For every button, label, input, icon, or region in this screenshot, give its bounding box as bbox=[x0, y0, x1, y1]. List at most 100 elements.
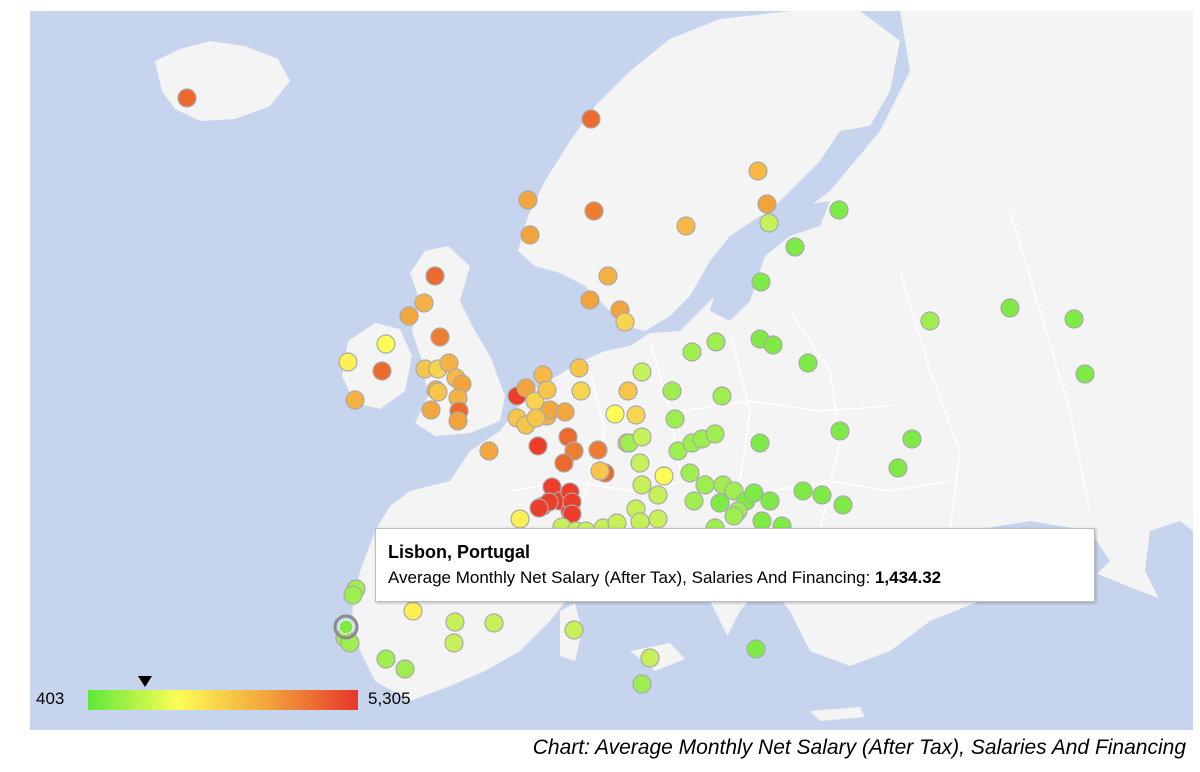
tooltip-series-label: Average Monthly Net Salary (After Tax), … bbox=[388, 568, 871, 587]
city-marker[interactable] bbox=[444, 633, 464, 653]
city-marker[interactable] bbox=[695, 475, 715, 495]
city-marker[interactable] bbox=[654, 466, 674, 486]
city-marker[interactable] bbox=[516, 378, 536, 398]
city-marker[interactable] bbox=[888, 458, 908, 478]
city-marker[interactable] bbox=[518, 190, 538, 210]
city-marker[interactable] bbox=[414, 293, 434, 313]
city-marker[interactable] bbox=[372, 361, 392, 381]
city-marker[interactable] bbox=[682, 342, 702, 362]
city-marker[interactable] bbox=[724, 506, 744, 526]
city-marker[interactable] bbox=[510, 509, 530, 529]
city-marker[interactable] bbox=[421, 400, 441, 420]
legend-max-label: 5,305 bbox=[368, 689, 411, 708]
city-marker[interactable] bbox=[705, 424, 725, 444]
city-marker[interactable] bbox=[581, 109, 601, 129]
city-marker[interactable] bbox=[479, 441, 499, 461]
city-marker[interactable] bbox=[428, 382, 448, 402]
city-marker[interactable] bbox=[537, 380, 557, 400]
city-marker[interactable] bbox=[338, 352, 358, 372]
city-marker[interactable] bbox=[640, 648, 660, 668]
city-marker[interactable] bbox=[632, 475, 652, 495]
city-marker[interactable] bbox=[376, 334, 396, 354]
city-marker[interactable] bbox=[793, 481, 813, 501]
city-marker[interactable] bbox=[632, 674, 652, 694]
city-marker[interactable] bbox=[710, 493, 730, 513]
city-marker[interactable] bbox=[785, 237, 805, 257]
city-marker[interactable] bbox=[343, 585, 363, 605]
city-marker[interactable] bbox=[712, 386, 732, 406]
city-marker[interactable] bbox=[399, 306, 419, 326]
city-marker[interactable] bbox=[763, 335, 783, 355]
tooltip-title: Lisbon, Portugal bbox=[388, 542, 530, 562]
city-marker[interactable] bbox=[430, 327, 450, 347]
city-marker[interactable] bbox=[1075, 364, 1095, 384]
city-marker[interactable] bbox=[618, 381, 638, 401]
city-marker[interactable] bbox=[376, 649, 396, 669]
city-marker[interactable] bbox=[564, 620, 584, 640]
scandinavia-landmass bbox=[518, 11, 900, 331]
color-legend: 403 5,305 bbox=[0, 676, 440, 716]
city-marker[interactable] bbox=[648, 509, 668, 529]
city-marker[interactable] bbox=[1064, 309, 1084, 329]
city-marker[interactable] bbox=[554, 453, 574, 473]
city-marker[interactable] bbox=[590, 461, 610, 481]
city-marker[interactable] bbox=[395, 659, 415, 679]
city-marker[interactable] bbox=[448, 411, 468, 431]
city-marker[interactable] bbox=[605, 404, 625, 424]
city-marker[interactable] bbox=[830, 421, 850, 441]
chart-caption: Chart: Average Monthly Net Salary (After… bbox=[532, 736, 1186, 759]
city-marker[interactable] bbox=[751, 272, 771, 292]
city-marker[interactable] bbox=[425, 266, 445, 286]
city-marker[interactable] bbox=[445, 612, 465, 632]
city-marker[interactable] bbox=[902, 429, 922, 449]
map-svg[interactable] bbox=[30, 11, 1193, 730]
city-marker[interactable] bbox=[520, 225, 540, 245]
city-marker[interactable] bbox=[526, 408, 546, 428]
city-marker[interactable] bbox=[569, 358, 589, 378]
city-marker[interactable] bbox=[632, 427, 652, 447]
tooltip-value: 1,434.32 bbox=[874, 568, 942, 587]
city-marker[interactable] bbox=[662, 381, 682, 401]
city-marker[interactable] bbox=[759, 213, 779, 233]
city-marker[interactable] bbox=[345, 390, 365, 410]
city-marker[interactable] bbox=[528, 436, 548, 456]
city-marker[interactable] bbox=[177, 88, 197, 108]
city-marker[interactable] bbox=[750, 433, 770, 453]
caspian-sea bbox=[1145, 521, 1193, 611]
city-marker[interactable] bbox=[920, 311, 940, 331]
city-marker[interactable] bbox=[584, 201, 604, 221]
city-marker[interactable] bbox=[680, 463, 700, 483]
city-marker[interactable] bbox=[626, 405, 646, 425]
city-marker[interactable] bbox=[665, 409, 685, 429]
city-marker[interactable] bbox=[757, 194, 777, 214]
city-marker[interactable] bbox=[829, 200, 849, 220]
city-marker[interactable] bbox=[833, 495, 853, 515]
city-marker[interactable] bbox=[571, 381, 591, 401]
city-marker[interactable] bbox=[555, 402, 575, 422]
city-marker[interactable] bbox=[760, 491, 780, 511]
legend-value-marker bbox=[137, 676, 152, 687]
city-marker[interactable] bbox=[615, 312, 635, 332]
city-marker[interactable] bbox=[684, 491, 704, 511]
city-marker[interactable] bbox=[744, 483, 764, 503]
city-marker[interactable] bbox=[403, 601, 423, 621]
selected-marker-halo bbox=[333, 614, 359, 640]
city-marker[interactable] bbox=[484, 613, 504, 633]
city-marker[interactable] bbox=[812, 485, 832, 505]
city-marker[interactable] bbox=[648, 485, 668, 505]
city-marker[interactable] bbox=[746, 639, 766, 659]
city-marker[interactable] bbox=[706, 332, 726, 352]
city-marker[interactable] bbox=[529, 498, 549, 518]
city-marker[interactable] bbox=[748, 161, 768, 181]
city-marker[interactable] bbox=[798, 353, 818, 373]
city-marker[interactable] bbox=[580, 290, 600, 310]
city-marker[interactable] bbox=[1000, 298, 1020, 318]
city-marker[interactable] bbox=[632, 362, 652, 382]
selected-city-marker[interactable] bbox=[338, 619, 354, 635]
legend-gradient-bar bbox=[88, 690, 358, 710]
city-marker[interactable] bbox=[588, 440, 608, 460]
map-area[interactable] bbox=[30, 11, 1193, 730]
city-marker[interactable] bbox=[630, 453, 650, 473]
city-marker[interactable] bbox=[598, 266, 618, 286]
city-marker[interactable] bbox=[676, 216, 696, 236]
